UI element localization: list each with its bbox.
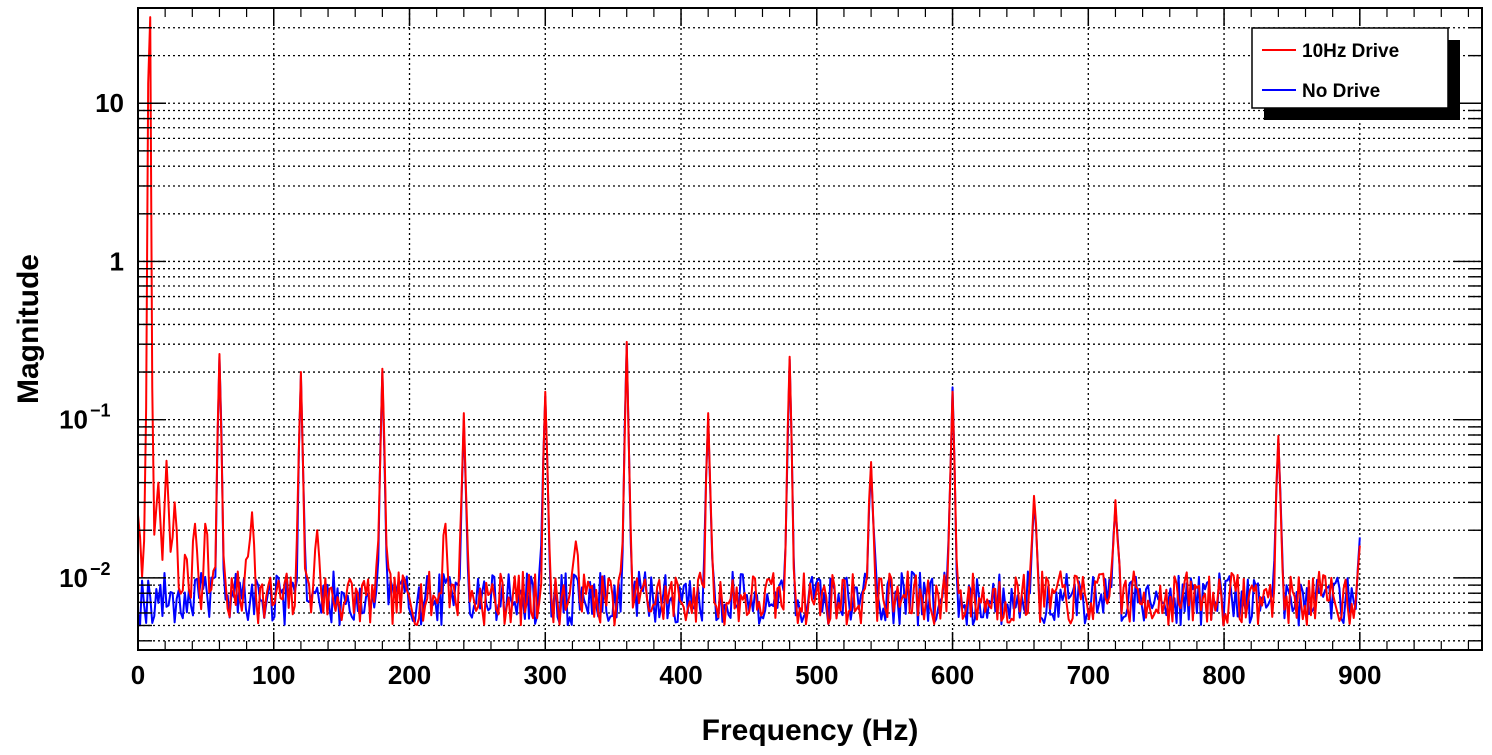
x-tick-label-300: 300: [524, 660, 567, 690]
x-tick-label-800: 800: [1202, 660, 1245, 690]
legend-box: [1251, 27, 1449, 109]
legend: 10Hz Drive No Drive: [1251, 27, 1460, 120]
axis-ticks: [137, 8, 1482, 650]
x-tick-label-0: 0: [131, 660, 145, 690]
x-tick-label-400: 400: [659, 660, 702, 690]
x-tick-label-600: 600: [931, 660, 974, 690]
x-tick-label-200: 200: [388, 660, 431, 690]
x-tick-label-500: 500: [795, 660, 838, 690]
legend-label-no-drive: No Drive: [1302, 81, 1380, 102]
y-tick-label-0.01: 10: [59, 563, 88, 593]
x-tick-label-100: 100: [252, 660, 295, 690]
plot-frame: [137, 7, 1483, 651]
y-tick-label-10: 10: [95, 88, 124, 118]
y-tick-label-0.1: 10: [59, 405, 88, 435]
x-axis-title: Frequency (Hz): [702, 714, 919, 747]
y-tick-exponent-0.01: −2: [90, 559, 111, 579]
legend-label-10hz-drive: 10Hz Drive: [1302, 41, 1399, 62]
y-tick-exponent-0.1: −1: [90, 401, 111, 421]
series-lines: [137, 16, 1361, 627]
x-tick-label-700: 700: [1067, 660, 1110, 690]
y-axis-title: Magnitude: [12, 254, 45, 404]
x-tick-label-900: 900: [1338, 660, 1381, 690]
series-line-10hz-drive: [137, 16, 1361, 627]
y-tick-label-1: 1: [110, 246, 124, 276]
